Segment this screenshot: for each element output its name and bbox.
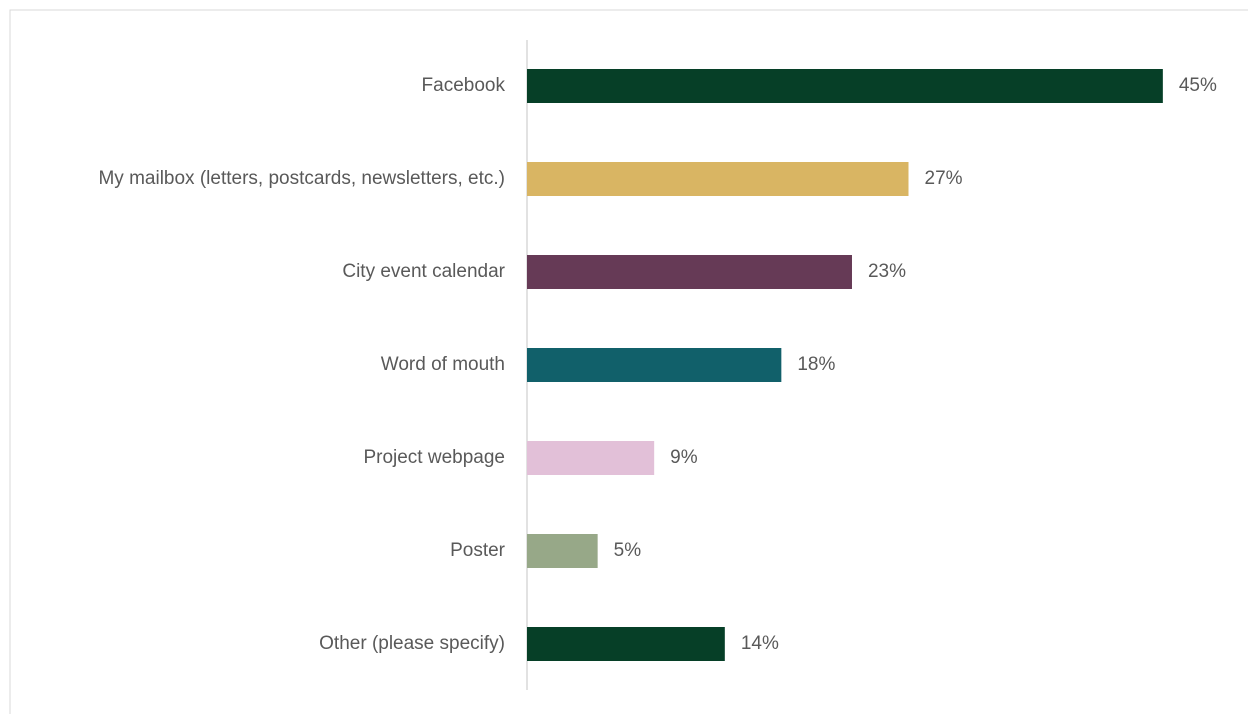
category-label: Facebook [422,75,506,96]
bar [527,441,655,475]
category-label: Project webpage [363,447,505,468]
bar [527,534,598,568]
category-label: City event calendar [342,261,505,282]
data-label: 27% [925,168,963,189]
category-label: My mailbox (letters, postcards, newslett… [98,168,505,189]
bar [527,348,782,382]
data-label: 18% [797,354,835,375]
chart-border [9,9,1248,714]
category-label: Word of mouth [381,354,505,375]
bar [527,69,1163,103]
data-label: 14% [741,633,779,654]
category-label: Other (please specify) [319,633,505,654]
data-label: 5% [614,540,642,561]
category-label: Poster [450,540,506,561]
bar [527,162,909,196]
data-label: 45% [1179,75,1217,96]
bar [527,255,852,289]
data-label: 23% [868,261,906,282]
data-label: 9% [670,447,698,468]
bar [527,627,725,661]
